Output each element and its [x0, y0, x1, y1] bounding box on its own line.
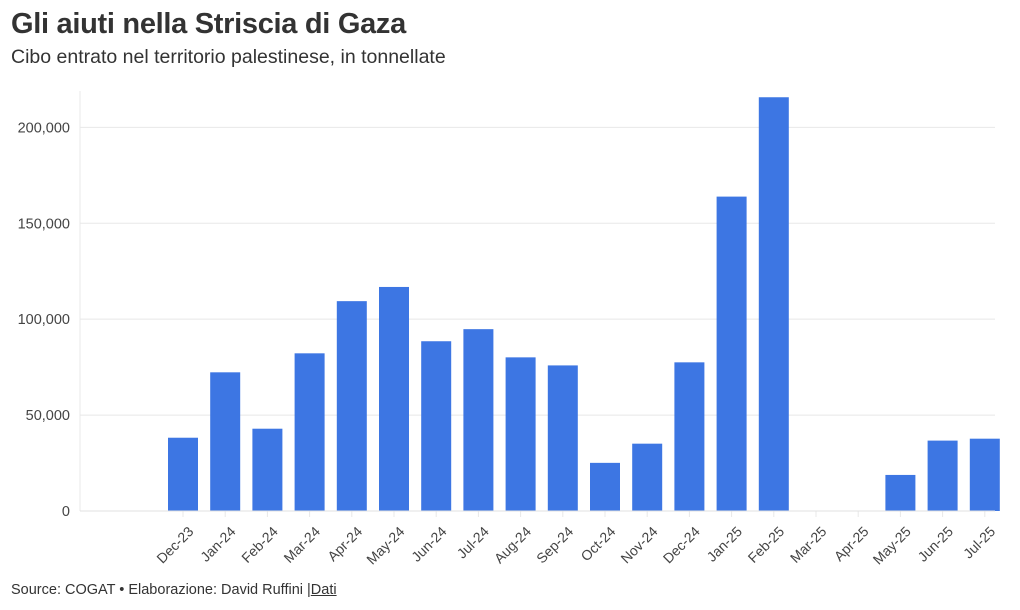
chart-subtitle: Cibo entrato nel territorio palestinese,…	[11, 46, 446, 68]
x-tick-label: Apr-25	[831, 523, 872, 564]
y-tick-label: 100,000	[18, 312, 70, 328]
y-tick-label: 0	[62, 504, 70, 520]
x-tick-label: May-25	[870, 523, 914, 567]
bar-sep-24	[547, 365, 578, 511]
bar-may-24	[379, 286, 409, 511]
bar-aug-24	[505, 357, 536, 511]
x-tick-label: Jul-25	[960, 523, 998, 561]
chart-title: Gli aiuti nella Striscia di Gaza	[11, 8, 406, 40]
x-tick-label: Jun-24	[408, 523, 450, 565]
x-tick-label: Jul-24	[454, 523, 492, 561]
x-tick-label: Dec-24	[660, 523, 703, 566]
bar-jun-24	[421, 341, 452, 511]
bar-jan-25	[716, 196, 747, 512]
bars	[168, 97, 1000, 512]
y-tick-label: 50,000	[26, 408, 70, 424]
x-tick-label: Jan-24	[197, 523, 239, 565]
bar-apr-24	[336, 301, 367, 511]
y-tick-label: 200,000	[18, 120, 70, 136]
x-tick-label: Nov-24	[617, 523, 660, 566]
x-tick-label: Oct-24	[577, 523, 618, 564]
x-tick-label: Dec-23	[153, 523, 196, 566]
bar-oct-24	[590, 462, 620, 511]
bar-jun-25	[927, 440, 958, 511]
source-footer: Source: COGAT • Elaborazione: David Ruff…	[11, 582, 337, 598]
bar-mar-24	[294, 353, 325, 511]
x-tick-label: Apr-24	[324, 523, 365, 564]
bar-jul-24	[463, 329, 494, 511]
x-tick-label: Jun-25	[914, 523, 956, 565]
bar-jan-24	[210, 372, 241, 511]
x-tick-label: Sep-24	[533, 523, 576, 566]
bar-nov-24	[632, 443, 663, 511]
bar-feb-24	[252, 428, 283, 511]
y-tick-label: 150,000	[18, 216, 70, 232]
bar-dec-24	[674, 362, 705, 511]
bar-jul-25	[969, 438, 1000, 511]
x-tick-label: Jan-25	[703, 523, 745, 565]
bar-feb-25	[758, 97, 789, 512]
x-tick-label: Feb-24	[238, 523, 281, 566]
data-link[interactable]: Dati	[310, 582, 337, 598]
x-tick-label: May-24	[363, 523, 407, 567]
x-tick-label: Feb-25	[745, 523, 788, 566]
bar-may-25	[885, 474, 916, 511]
source-text: Source: COGAT • Elaborazione: David Ruff…	[11, 582, 311, 598]
x-tick-label: Mar-24	[280, 523, 323, 566]
bar-dec-23	[168, 437, 198, 511]
x-tick-label: Mar-25	[787, 523, 830, 566]
x-tick-label: Aug-24	[491, 523, 534, 566]
y-axis-ticks: 0 50,000 100,000 150,000 200,000	[18, 120, 70, 520]
